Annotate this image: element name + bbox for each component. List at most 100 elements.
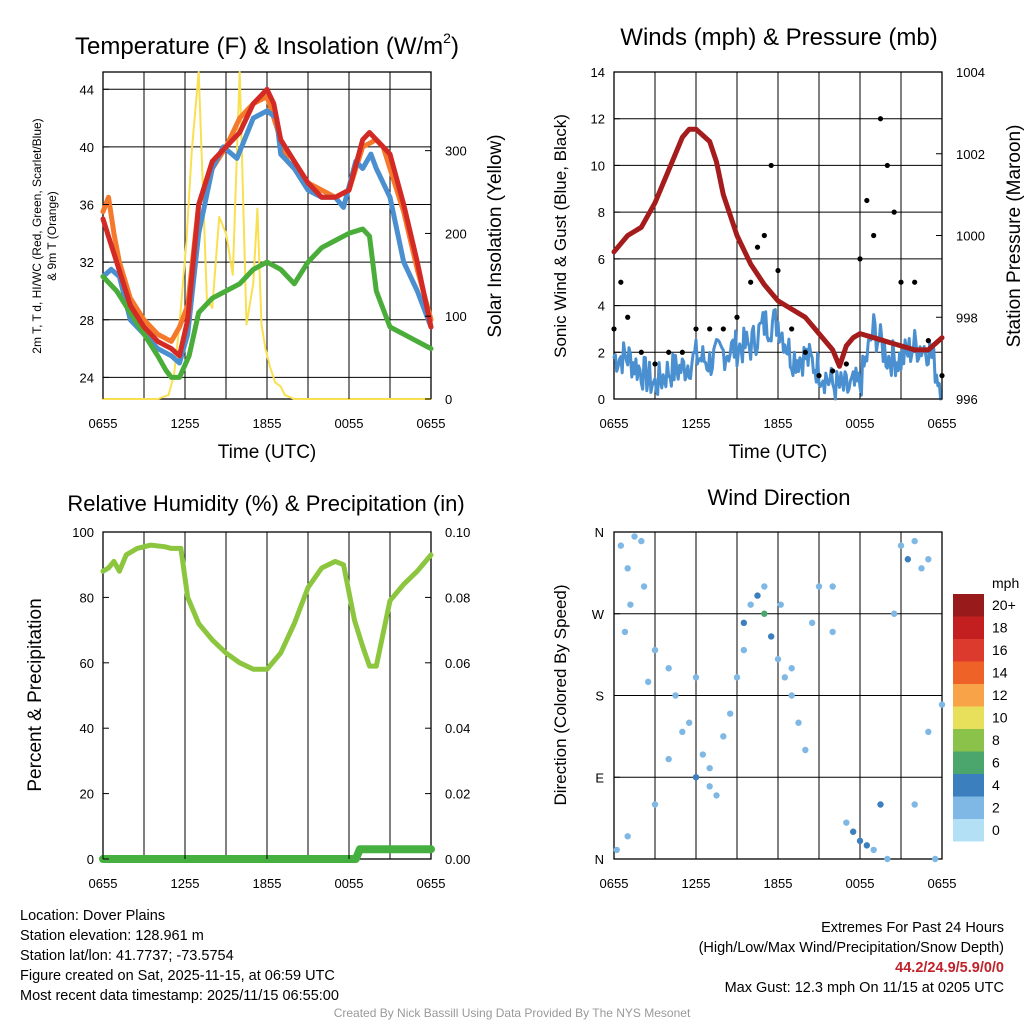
gust-point: [857, 256, 863, 262]
y-tick-right-label: 1000: [956, 229, 985, 244]
y-tick-right-label: 0.04: [445, 721, 470, 736]
x-tick-label: 1855: [764, 876, 793, 891]
wind-direction-point: [829, 628, 836, 636]
colorbar-swatch: [953, 616, 984, 639]
wind-direction-point: [925, 556, 932, 563]
gust-point: [611, 326, 617, 332]
colorbar-swatch: [953, 639, 984, 662]
gust-point: [734, 314, 740, 320]
colorbar-label: 18: [992, 620, 1008, 636]
x-tick-label: 0655: [89, 416, 118, 431]
y-tick-label: 100: [72, 525, 94, 540]
wind-direction-point: [613, 846, 620, 854]
y-tick-label: 2: [598, 345, 605, 360]
wind-direction-point: [911, 537, 918, 545]
wind-direction-point: [624, 565, 631, 572]
gust-point: [939, 373, 945, 379]
wind-direction-point: [713, 792, 720, 799]
winds-x-label: Time (UTC): [729, 442, 828, 463]
y-tick-label: 32: [80, 255, 94, 270]
station-info: Location: Dover Plains Station elevation…: [20, 906, 339, 1006]
wind-direction-title: Wind Direction: [707, 485, 850, 510]
gust-point: [871, 232, 877, 239]
wind-direction-point: [754, 592, 761, 599]
credit-line: Created By Nick Bassill Using Data Provi…: [333, 1006, 691, 1020]
x-tick-label: 0055: [335, 876, 364, 891]
wind-direction-point: [788, 692, 795, 699]
x-tick-label: 0055: [846, 416, 875, 431]
y-tick-label: 24: [80, 370, 94, 385]
wind-direction-point: [925, 728, 932, 736]
wind-direction-point: [733, 674, 741, 681]
wind-direction-point: [849, 828, 857, 835]
wind-direction-point: [761, 583, 768, 590]
wind-direction-point: [897, 542, 905, 549]
y-tick-right-label: 300: [445, 144, 467, 159]
gust-point: [679, 349, 685, 355]
colorbar-label: 16: [992, 642, 1008, 658]
y-tick-label: 20: [80, 787, 94, 802]
wind-direction-y-label: Direction (Colored By Speed): [551, 584, 570, 805]
wind-direction-point: [795, 719, 802, 726]
gust-point: [891, 209, 897, 215]
wind-direction-point: [808, 619, 816, 627]
wind-direction-point: [856, 837, 864, 845]
wind-direction-point: [640, 583, 648, 590]
humidity-line: [100, 542, 434, 672]
wind-direction-point: [781, 674, 789, 681]
colorbar-label: 0: [992, 822, 1000, 838]
x-tick-label: 0655: [89, 876, 118, 891]
gust-point: [789, 326, 795, 332]
wind-direction-point: [638, 537, 645, 545]
wind-direction-point: [774, 655, 782, 663]
gust-point: [898, 279, 904, 285]
wind-direction-point: [911, 801, 918, 808]
y-tick-label: N: [595, 852, 604, 867]
extremes-description: (High/Low/Max Wind/Precipitation/Snow De…: [698, 940, 1004, 956]
colorbar-label: 2: [992, 800, 1000, 816]
temperature-y-label-2: & 9m T (Orange): [45, 191, 59, 281]
wind-direction-point: [884, 855, 891, 863]
x-tick-label: 0655: [417, 416, 446, 431]
insolation-line: [102, 71, 432, 400]
y-tick-label: 36: [80, 198, 94, 213]
y-tick-label: 44: [80, 82, 94, 97]
y-tick-right-label: 200: [445, 226, 467, 241]
y-tick-right-label: 996: [956, 392, 978, 407]
extremes-values: 44.2/24.9/5.9/0/0: [895, 960, 1004, 976]
colorbar-swatch: [953, 594, 984, 617]
wind-direction-point: [685, 719, 693, 726]
y-tick-right-label: 0.00: [445, 852, 470, 867]
winds-title: Winds (mph) & Pressure (mb): [620, 24, 937, 51]
gust-point: [754, 244, 761, 250]
colorbar-label: 6: [992, 755, 1000, 771]
wind-direction-point: [761, 610, 768, 617]
wind-direction-point: [740, 619, 748, 627]
dewpoint-line: [100, 226, 434, 380]
wind-direction-point: [918, 565, 925, 572]
x-tick-label: 0655: [928, 416, 957, 431]
sonic-wind-line: [612, 308, 943, 401]
wind-direction-point: [815, 583, 823, 590]
colorbar-swatch: [953, 729, 984, 752]
gust-point: [864, 197, 870, 204]
x-tick-label: 0055: [846, 876, 875, 891]
gust-point: [912, 279, 918, 285]
gust-point: [877, 116, 884, 122]
colorbar-swatch: [953, 819, 984, 842]
gust-point: [768, 162, 774, 169]
wind-direction-point: [802, 746, 809, 754]
x-tick-label: 1855: [253, 876, 282, 891]
y-tick-label: 40: [80, 140, 94, 155]
colorbar-label: 4: [992, 777, 1000, 793]
y-tick-right-label: 1004: [956, 65, 985, 80]
gust-point: [618, 279, 624, 285]
wind-direction-point: [938, 701, 946, 708]
x-tick-label: 0655: [600, 416, 629, 431]
colorbar-swatch: [953, 796, 984, 819]
x-tick-label: 0655: [417, 876, 446, 891]
recent-timestamp: Most recent data timestamp: 2025/11/15 0…: [20, 988, 339, 1004]
gust-point: [830, 368, 836, 374]
wind-direction-point: [706, 764, 713, 772]
station-elevation: Station elevation: 128.961 m: [20, 928, 204, 944]
